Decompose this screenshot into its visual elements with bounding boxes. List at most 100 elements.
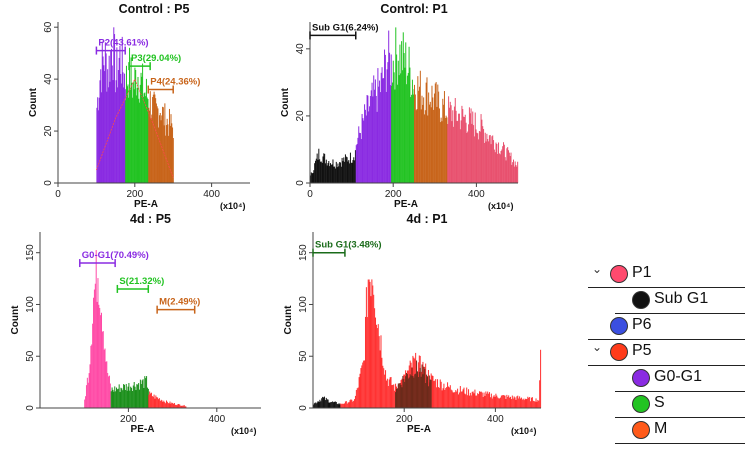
y-tick-label: 40	[43, 73, 54, 85]
histogram-bar	[356, 143, 358, 183]
histogram-bar	[506, 394, 508, 408]
histogram-bar	[424, 368, 426, 408]
histogram-bar	[362, 118, 364, 183]
histogram-bar	[501, 149, 503, 183]
histogram-bar	[380, 72, 382, 183]
histogram-bar	[125, 65, 127, 183]
histogram-bar	[108, 376, 110, 408]
model-fit-curve	[96, 78, 174, 178]
histogram-bar	[110, 50, 112, 183]
histogram-bar	[118, 384, 120, 408]
histogram-bar	[102, 331, 104, 408]
population-color-icon	[632, 421, 650, 439]
histogram-bar	[115, 80, 117, 183]
histogram-bar	[458, 113, 460, 183]
histogram-bar	[418, 371, 420, 408]
histogram-bar	[147, 99, 149, 183]
histogram-bar	[492, 396, 494, 408]
histogram-bar	[131, 82, 133, 183]
histogram-bar	[313, 170, 315, 183]
histogram-bar	[332, 401, 334, 408]
histogram-bar	[457, 121, 459, 183]
histogram-bar	[311, 173, 313, 183]
histogram-bar	[393, 72, 395, 183]
histogram-bar	[97, 97, 99, 183]
histogram-bar	[436, 387, 438, 408]
series-g0-g1	[84, 250, 111, 408]
histogram-bar	[435, 82, 437, 183]
histogram-bar	[358, 126, 360, 183]
histogram-bar	[448, 387, 450, 408]
histogram-bar	[120, 73, 122, 183]
histogram-bar	[104, 71, 106, 183]
histogram-bar	[501, 395, 503, 408]
histogram-bar	[447, 123, 449, 183]
histogram-bar	[376, 328, 378, 408]
histogram-bar	[87, 382, 89, 408]
histogram-bar	[444, 117, 446, 183]
histogram-bar	[342, 161, 344, 183]
histogram-bar	[321, 398, 323, 408]
histogram-bar	[508, 150, 510, 183]
histogram-bar	[154, 94, 156, 183]
histogram-bar	[369, 96, 371, 183]
histogram-bar	[406, 84, 408, 183]
gate-label: Sub G1(6.24%)	[312, 22, 379, 33]
histogram-bar	[418, 90, 420, 183]
chart-title: Control : P5	[119, 2, 190, 16]
histogram-bar	[151, 114, 153, 183]
histogram-bar	[97, 110, 99, 183]
histogram-bar	[489, 134, 491, 183]
histogram-bar	[91, 344, 93, 408]
histogram-bar	[415, 373, 417, 408]
histogram-bar	[103, 65, 105, 183]
histogram-bar	[377, 68, 379, 183]
histogram-bar	[146, 387, 148, 408]
histogram-bar	[133, 382, 135, 408]
legend-item-g0-g1[interactable]: G0-G1	[588, 366, 748, 392]
histogram-bar	[468, 107, 470, 183]
histogram-bar	[517, 395, 519, 408]
histogram-bar	[392, 60, 394, 183]
histogram-bar	[521, 399, 523, 408]
legend-divider	[615, 417, 745, 418]
histogram-bar	[455, 110, 457, 183]
population-color-icon	[610, 317, 628, 335]
histogram-bar	[168, 403, 170, 408]
histogram-bar	[125, 383, 127, 408]
histogram-bar	[395, 388, 397, 408]
histogram-bar	[317, 401, 319, 408]
histogram-bar	[467, 131, 469, 183]
legend-item-p1[interactable]: ⌄ P1	[588, 262, 748, 288]
histogram-bar	[478, 391, 480, 408]
histogram-bar	[452, 392, 454, 408]
histogram-bar	[421, 364, 423, 408]
histogram-bar	[377, 324, 379, 408]
histogram-bar	[526, 398, 528, 408]
legend-item-p6[interactable]: P6	[588, 314, 748, 340]
expand-chevron-icon[interactable]: ⌄	[592, 262, 603, 276]
histogram-bar	[336, 403, 338, 408]
histogram-bar	[132, 385, 134, 408]
histogram-bar	[98, 97, 100, 183]
histogram-bar	[449, 385, 451, 408]
legend-item-m[interactable]: M	[588, 418, 748, 444]
histogram-bar	[337, 163, 339, 183]
expand-chevron-icon[interactable]: ⌄	[592, 340, 603, 354]
legend-item-s[interactable]: S	[588, 392, 748, 418]
histogram-bar	[179, 404, 181, 408]
legend-item-sub-g1[interactable]: Sub G1	[588, 288, 748, 314]
histogram-bar	[524, 398, 526, 408]
histogram-bar	[144, 376, 146, 408]
x-axis-label: PE-A	[394, 199, 418, 210]
histogram-bar	[110, 391, 112, 408]
histogram-bar	[161, 400, 163, 408]
histogram-bar	[324, 163, 326, 183]
gate-p3: P3(29.04%)	[128, 53, 181, 71]
histogram-bar	[495, 393, 497, 408]
histogram-bar	[417, 377, 419, 408]
histogram-bar	[155, 395, 157, 408]
gate-sub-g1: Sub G1(6.24%)	[309, 22, 379, 40]
legend-item-p5[interactable]: ⌄ P5	[588, 340, 748, 366]
histogram-bar	[489, 392, 491, 408]
